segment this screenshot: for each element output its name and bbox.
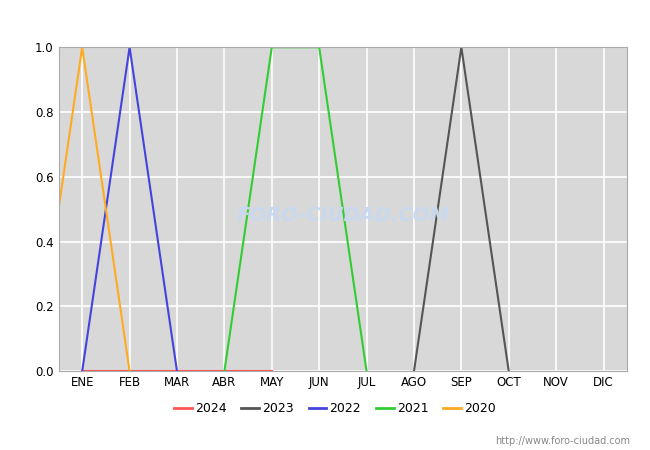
Text: http://www.foro-ciudad.com: http://www.foro-ciudad.com — [495, 436, 630, 446]
Text: 2021: 2021 — [396, 402, 428, 415]
Text: 2022: 2022 — [330, 402, 361, 415]
Text: 2023: 2023 — [262, 402, 294, 415]
Text: 2020: 2020 — [464, 402, 496, 415]
Text: Matriculaciones de Vehiculos en Senan: Matriculaciones de Vehiculos en Senan — [163, 9, 487, 27]
Text: FORO-CIUDAD.COM: FORO-CIUDAD.COM — [237, 206, 449, 225]
Text: 2024: 2024 — [195, 402, 227, 415]
